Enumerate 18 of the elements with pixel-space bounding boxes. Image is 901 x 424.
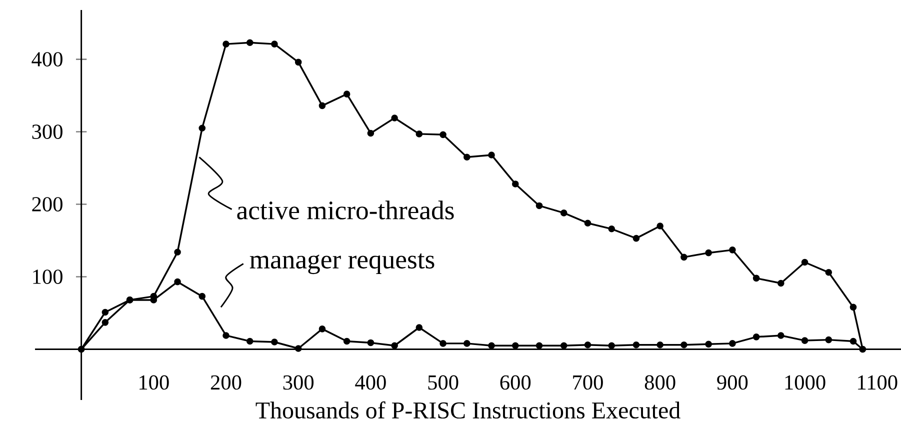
x-tick-label: 400 <box>355 375 386 390</box>
y-tick-label: 100 <box>33 270 62 284</box>
x-tick-label: 500 <box>428 375 458 390</box>
x-tick-label: 200 <box>210 375 242 390</box>
x-tick-label: 1000 <box>785 375 826 390</box>
x-axis-title: Thousands of P-RISC Instructions Executed <box>256 401 680 419</box>
legend-label: active micro-threads <box>237 200 454 220</box>
x-tick-label: 800 <box>644 375 676 390</box>
y-tick-label: 200 <box>32 197 62 212</box>
series-label: manager requests <box>250 253 434 274</box>
x-tick-label: 600 <box>500 375 531 390</box>
x-tick-label: 1100 <box>858 375 898 390</box>
y-tick-label: 300 <box>32 124 62 139</box>
x-tick-label: 900 <box>717 375 748 390</box>
x-tick-label: 300 <box>283 375 314 390</box>
x-tick-label: 700 <box>573 375 603 390</box>
y-tick-label: 400 <box>32 52 62 66</box>
x-tick-label: 100 <box>140 375 169 390</box>
